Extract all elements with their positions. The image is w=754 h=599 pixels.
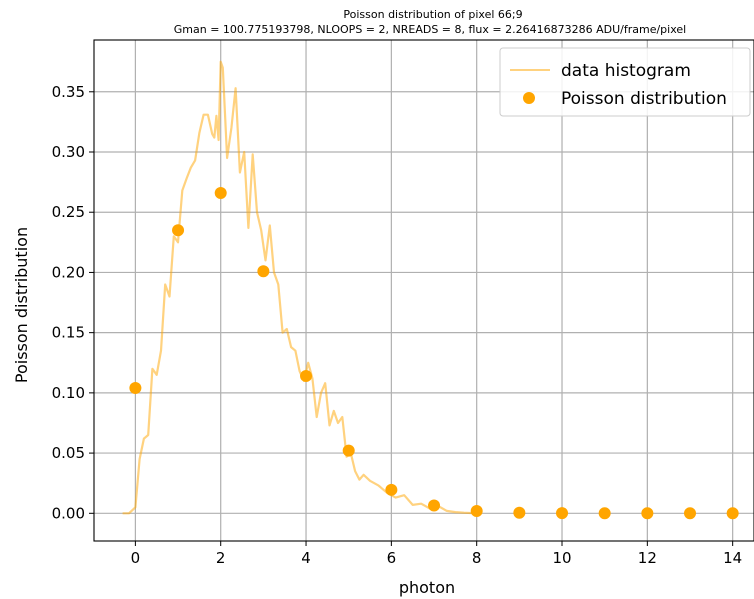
legend-box	[499, 47, 751, 117]
y-tick-label: 0.35	[52, 83, 85, 101]
chart-subtitle: Gman = 100.775193798, NLOOPS = 2, NREADS…	[174, 23, 686, 36]
poisson-point	[556, 507, 569, 520]
poisson-point	[257, 265, 270, 278]
x-axis-label: photon	[399, 578, 455, 597]
poisson-point	[300, 370, 313, 383]
legend: data histogram Poisson distribution	[499, 47, 751, 117]
y-axis-label: Poisson distribution	[12, 227, 31, 383]
y-tick-label: 0.25	[52, 203, 85, 221]
histogram-line	[122, 60, 477, 515]
x-tick-label: 12	[638, 549, 657, 567]
x-tick-label: 2	[216, 549, 226, 567]
x-tick-label: 10	[552, 549, 571, 567]
poisson-point	[726, 507, 739, 520]
poisson-point	[684, 507, 697, 520]
poisson-point	[641, 507, 654, 520]
x-tick-label: 14	[723, 549, 742, 567]
poisson-point	[470, 505, 483, 518]
poisson-point	[342, 444, 355, 457]
poisson-point	[428, 499, 441, 512]
legend-label-poisson: Poisson distribution	[561, 89, 727, 109]
y-tick-label: 0.10	[52, 384, 85, 402]
chart-title: Poisson distribution of pixel 66;9	[343, 8, 522, 21]
poisson-point	[172, 224, 185, 237]
legend-label-histogram: data histogram	[561, 61, 691, 81]
y-tick-label: 0.05	[52, 444, 85, 462]
y-tick-label: 0.20	[52, 263, 85, 281]
x-tick-label: 4	[301, 549, 311, 567]
y-tick-label: 0.15	[52, 324, 85, 342]
grid	[94, 40, 754, 541]
x-tick-label: 0	[131, 549, 141, 567]
plot-frame	[93, 39, 754, 542]
poisson-point	[214, 186, 227, 199]
poisson-point	[129, 382, 142, 395]
poisson-point	[598, 507, 611, 520]
y-tick-label: 0.00	[52, 504, 85, 522]
ticks: 0 2 4 6 8 10 12 14 0.00 0.05 0.10 0.15 0.20 0.25 0.30 0…	[52, 83, 743, 567]
x-tick-label: 6	[387, 549, 397, 567]
x-tick-label: 8	[472, 549, 482, 567]
poisson-point	[385, 483, 398, 496]
y-tick-label: 0.30	[52, 143, 85, 161]
plot-data	[122, 60, 739, 520]
poisson-point	[513, 506, 526, 519]
legend-dot-swatch	[523, 92, 535, 104]
